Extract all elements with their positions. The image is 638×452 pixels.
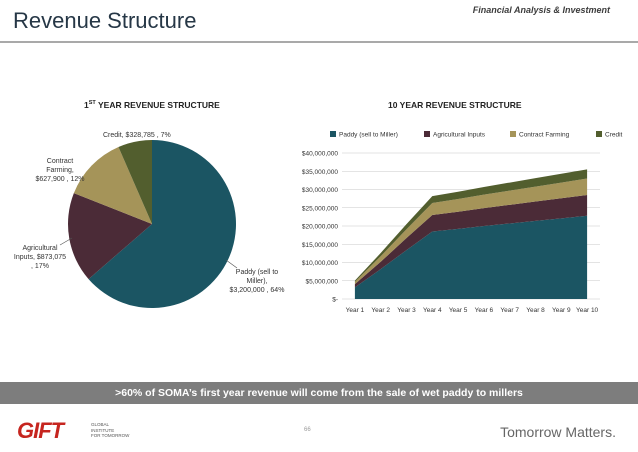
logo-subtext-line: FOR TOMORROW xyxy=(91,433,130,438)
area-ytick-label: $- xyxy=(332,297,338,304)
area-series-paddy xyxy=(354,215,588,299)
section-label: Financial Analysis & Investment xyxy=(472,5,610,15)
area-xtick-label: Year 3 xyxy=(397,307,416,314)
legend-label: Paddy (sell to Miller) xyxy=(339,132,398,139)
pie-chart: Paddy (sell to Miller), $3,200,000 , 64% Ag… xyxy=(14,132,285,308)
pie-leader-line xyxy=(59,237,73,246)
gift-logo: GIFT GLOBAL INSTITUTE FOR TOMORROW xyxy=(17,418,129,444)
pie-label-agricultural-inputs: Agricultural Inputs, $873,075, 17% xyxy=(14,245,66,270)
logo-wordmark: GIFT xyxy=(17,418,64,443)
area-series-agricultural-inputs xyxy=(354,194,588,288)
pie-chart-title: 1ST YEAR REVENUE STRUCTURE xyxy=(84,100,220,110)
legend-label: Contract Farming xyxy=(519,132,570,139)
area-ytick-label: $20,000,000 xyxy=(302,224,339,231)
area-series-contract-farming xyxy=(354,178,588,285)
area-xtick-label: Year 8 xyxy=(526,307,545,314)
pie-title-text: YEAR REVENUE STRUCTURE xyxy=(97,100,220,110)
area-xtick-label: Year 4 xyxy=(423,307,442,314)
tagline: Tomorrow Matters. xyxy=(500,424,616,440)
title-divider xyxy=(0,41,638,43)
logo-subtext-line: GLOBAL xyxy=(91,422,110,427)
area-series-credit xyxy=(354,169,588,282)
area-xtick-label: Year 1 xyxy=(346,307,365,314)
logo-subtext: GLOBAL INSTITUTE FOR TOMORROW xyxy=(91,422,151,439)
pie-title-prefix: 1 xyxy=(84,100,89,110)
pie-slice-contract-farming xyxy=(73,146,152,224)
area-ytick-label: $35,000,000 xyxy=(302,169,339,176)
area-xtick-label: Year 10 xyxy=(576,307,599,314)
legend-swatch xyxy=(596,131,602,137)
area-xtick-label: Year 9 xyxy=(552,307,571,314)
logo-subtext-line: INSTITUTE xyxy=(91,427,115,433)
pie-slice-agricultural-inputs xyxy=(67,193,152,280)
area-xtick-label: Year 2 xyxy=(371,307,390,314)
area-ytick-label: $15,000,000 xyxy=(302,242,339,249)
area-xtick-label: Year 7 xyxy=(500,307,519,314)
pie-label-paddy: Paddy (sell to Miller), $3,200,000 , 64% xyxy=(230,269,285,294)
page-title: Revenue Structure xyxy=(13,8,197,33)
area-ytick-label: $5,000,000 xyxy=(305,278,338,285)
legend-label: Agricultural Inputs xyxy=(433,132,486,139)
legend-swatch xyxy=(510,131,516,137)
area-ytick-label: $30,000,000 xyxy=(302,187,339,194)
pie-slice-paddy xyxy=(88,140,237,308)
pie-leader-line xyxy=(225,259,238,269)
pie-label-credit: Credit, $328,785 , 7% xyxy=(103,132,171,139)
area-chart-title: 10 YEAR REVENUE STRUCTURE xyxy=(388,100,522,110)
area-ytick-label: $40,000,000 xyxy=(302,151,339,158)
legend-label: Credit xyxy=(605,132,623,139)
area-chart: $- $5,000,000 $10,000,000 $15,000,000 $20,00… xyxy=(302,131,623,314)
pie-title-sup: ST xyxy=(88,100,96,107)
area-xtick-label: Year 5 xyxy=(449,307,468,314)
page-number: 66 xyxy=(304,427,311,433)
pie-slice-credit xyxy=(118,140,152,224)
key-message-banner: >60% of SOMA’s first year revenue will c… xyxy=(0,382,638,404)
area-ytick-label: $25,000,000 xyxy=(302,205,339,212)
area-xtick-label: Year 6 xyxy=(475,307,494,314)
area-ytick-label: $10,000,000 xyxy=(302,260,339,267)
legend-swatch xyxy=(424,131,430,137)
legend-swatch xyxy=(330,131,336,137)
pie-label-contract-farming: Contract Farming, $627,900 , 12% xyxy=(35,158,84,183)
